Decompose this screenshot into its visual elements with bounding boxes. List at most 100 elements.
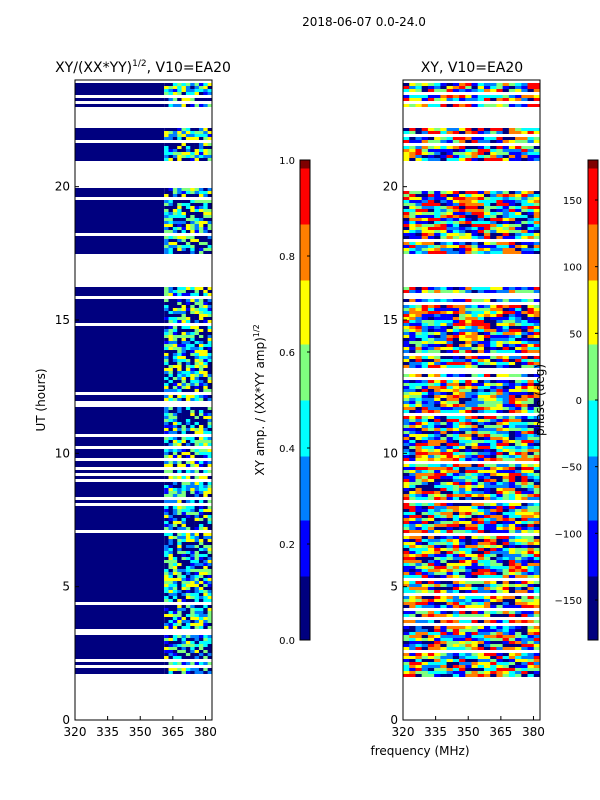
heatmap-row xyxy=(75,287,213,290)
heatmap-row xyxy=(403,518,541,521)
colorbar-tick-label: 1.0 xyxy=(279,156,295,167)
heatmap-row xyxy=(75,386,213,389)
heatmap-row xyxy=(403,434,541,437)
heatmap-row xyxy=(75,200,213,203)
heatmap-row xyxy=(75,500,213,503)
heatmap-row xyxy=(403,227,541,230)
heatmap-row xyxy=(403,200,541,203)
amplitude-axis-ticks: 320 335 350 365 380 0 5 10 15 20 xyxy=(55,180,217,739)
heatmap-row xyxy=(75,494,213,497)
heatmap-row xyxy=(403,524,541,527)
heatmap-row xyxy=(75,476,213,479)
heatmap-row xyxy=(75,644,213,647)
heatmap-row xyxy=(403,83,541,86)
heatmap-row xyxy=(403,398,541,401)
heatmap-row xyxy=(403,581,541,584)
heatmap-row xyxy=(75,335,213,338)
heatmap-row xyxy=(75,332,213,335)
heatmap-row xyxy=(75,608,213,611)
heatmap-row xyxy=(403,431,541,434)
x-tick-label: 350 xyxy=(129,725,152,739)
heatmap-row xyxy=(403,104,541,107)
colorbar-tick-label: 0.4 xyxy=(279,444,295,455)
heatmap-row xyxy=(403,635,541,638)
phase-x-axis-label: frequency (MHz) xyxy=(370,744,469,758)
heatmap-row xyxy=(403,455,541,458)
heatmap-row xyxy=(75,440,213,443)
phase-colorbar: −150 −100 −50 0 50 100 150 phase (deg) xyxy=(533,159,599,641)
heatmap-row xyxy=(75,191,213,194)
heatmap-row xyxy=(403,209,541,212)
heatmap-row xyxy=(403,410,541,413)
heatmap-row xyxy=(403,470,541,473)
heatmap-row xyxy=(403,638,541,641)
heatmap-row xyxy=(403,326,541,329)
heatmap-row xyxy=(403,560,541,563)
heatmap-row xyxy=(403,467,541,470)
y-tick-label: 0 xyxy=(62,713,70,727)
heatmap-row xyxy=(403,551,541,554)
heatmap-row xyxy=(75,506,213,509)
heatmap-row xyxy=(75,221,213,224)
heatmap-row xyxy=(75,398,213,401)
y-tick-label: 5 xyxy=(390,580,398,594)
heatmap-row xyxy=(403,137,541,140)
heatmap-row xyxy=(403,344,541,347)
x-tick-label: 320 xyxy=(392,725,415,739)
heatmap-row xyxy=(75,146,213,149)
heatmap-row xyxy=(75,377,213,380)
heatmap-row xyxy=(75,671,213,674)
y-tick-label: 10 xyxy=(55,446,70,460)
heatmap-row xyxy=(75,563,213,566)
heatmap-row xyxy=(403,242,541,245)
heatmap-row xyxy=(403,419,541,422)
heatmap-row xyxy=(75,389,213,392)
x-tick-label: 320 xyxy=(64,725,87,739)
heatmap-row xyxy=(403,428,541,431)
heatmap-row xyxy=(403,152,541,155)
amplitude-colorbar-frame xyxy=(299,159,311,641)
heatmap-row xyxy=(403,449,541,452)
heatmap-row xyxy=(403,452,541,455)
heatmap-row xyxy=(403,671,541,674)
heatmap-row xyxy=(75,365,213,368)
heatmap-row xyxy=(75,362,213,365)
heatmap-row xyxy=(75,92,213,95)
heatmap-row xyxy=(75,425,213,428)
heatmap-row xyxy=(75,566,213,569)
heatmap-row xyxy=(403,488,541,491)
heatmap-row xyxy=(403,590,541,593)
y-tick-label: 10 xyxy=(383,446,398,460)
heatmap-row xyxy=(403,416,541,419)
x-tick-label: 380 xyxy=(194,725,217,739)
heatmap-row xyxy=(403,473,541,476)
heatmap-row xyxy=(75,188,213,191)
heatmap-row xyxy=(75,443,213,446)
heatmap-row xyxy=(403,482,541,485)
heatmap-row xyxy=(75,536,213,539)
heatmap-row xyxy=(75,647,213,650)
heatmap-row xyxy=(75,656,213,659)
heatmap-row xyxy=(403,464,541,467)
heatmap-row xyxy=(75,143,213,146)
heatmap-row xyxy=(403,245,541,248)
heatmap-row xyxy=(403,236,541,239)
heatmap-row xyxy=(403,443,541,446)
heatmap-row xyxy=(403,248,541,251)
heatmap-row xyxy=(75,293,213,296)
heatmap-row xyxy=(75,290,213,293)
heatmap-row xyxy=(75,575,213,578)
y-tick-label: 5 xyxy=(62,580,70,594)
heatmap-row xyxy=(403,407,541,410)
heatmap-row xyxy=(403,512,541,515)
heatmap-row xyxy=(403,566,541,569)
heatmap-row xyxy=(403,197,541,200)
heatmap-row xyxy=(403,95,541,98)
heatmap-row xyxy=(75,485,213,488)
heatmap-row xyxy=(75,230,213,233)
amplitude-colorbar: 0.0 0.2 0.4 0.6 0.8 1.0 XY amp. / (XX*YY amp)… xyxy=(252,156,311,647)
y-tick-label: 0 xyxy=(390,713,398,727)
y-tick-label: 20 xyxy=(383,180,398,194)
heatmap-row xyxy=(403,251,541,254)
heatmap-row xyxy=(403,365,541,368)
